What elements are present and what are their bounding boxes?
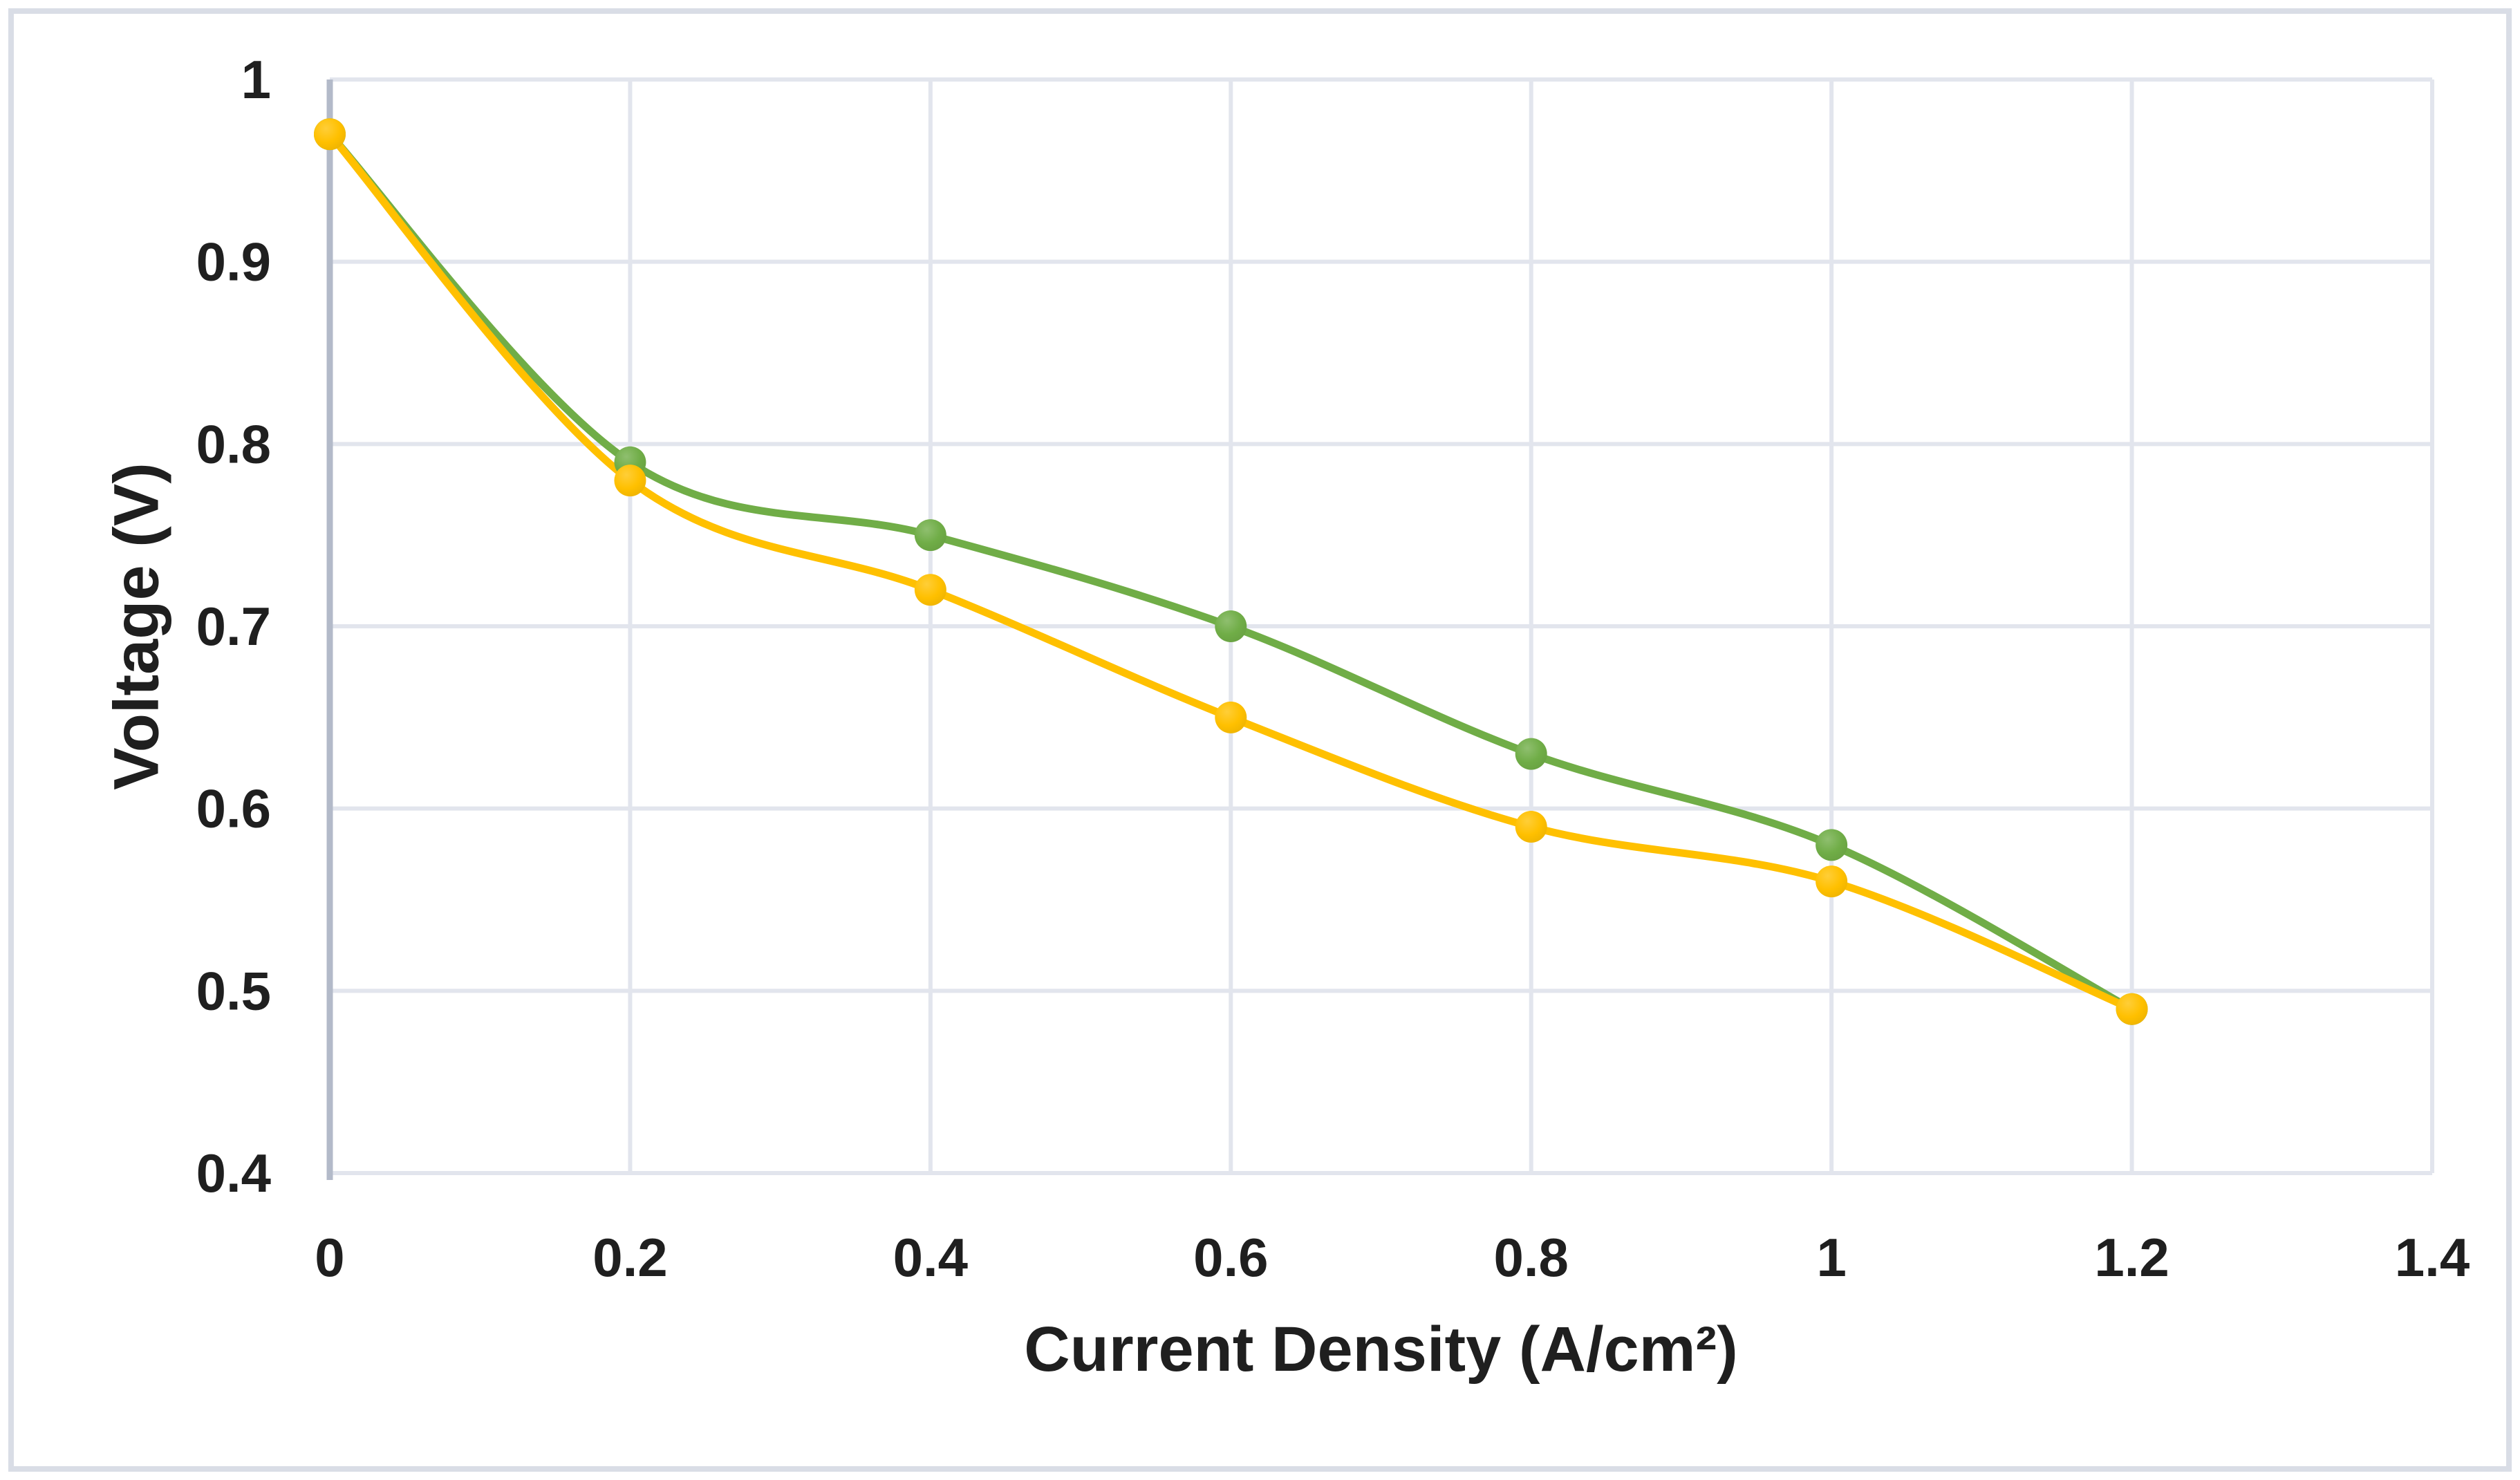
data-point-yellow-series [1816,865,1848,898]
data-point-yellow-series [1215,701,1247,733]
data-point-green-series [1515,738,1547,770]
x-axis-title: Current Density (A/cm²) [1024,1314,1738,1385]
data-point-green-series [1215,610,1247,642]
data-point-yellow-series [614,465,646,497]
x-tick-label: 1.2 [2094,1227,2169,1288]
data-point-yellow-series [914,574,946,606]
data-point-yellow-series [2116,993,2148,1025]
data-point-green-series [914,519,946,552]
x-tick-label: 0.4 [893,1227,968,1288]
y-tick-label: 0.8 [196,413,271,474]
y-axis-title: Voltage (V) [101,462,172,790]
x-tick-label: 0.8 [1493,1227,1568,1288]
x-tick-label: 1 [1816,1227,1846,1288]
y-tick-label: 0.4 [196,1143,271,1203]
y-tick-label: 0.6 [196,778,271,839]
data-point-yellow-series [314,118,346,151]
data-point-yellow-series [1515,811,1547,843]
y-tick-label: 1 [241,49,271,110]
y-tick-label: 0.5 [196,960,271,1021]
x-tick-label: 0.6 [1193,1227,1268,1288]
x-tick-label: 1.4 [2395,1227,2470,1288]
x-tick-label: 0.2 [592,1227,667,1288]
x-tick-label: 0 [315,1227,344,1288]
y-tick-label: 0.7 [196,596,271,657]
y-tick-label: 0.9 [196,232,271,292]
data-point-green-series [1816,829,1848,861]
